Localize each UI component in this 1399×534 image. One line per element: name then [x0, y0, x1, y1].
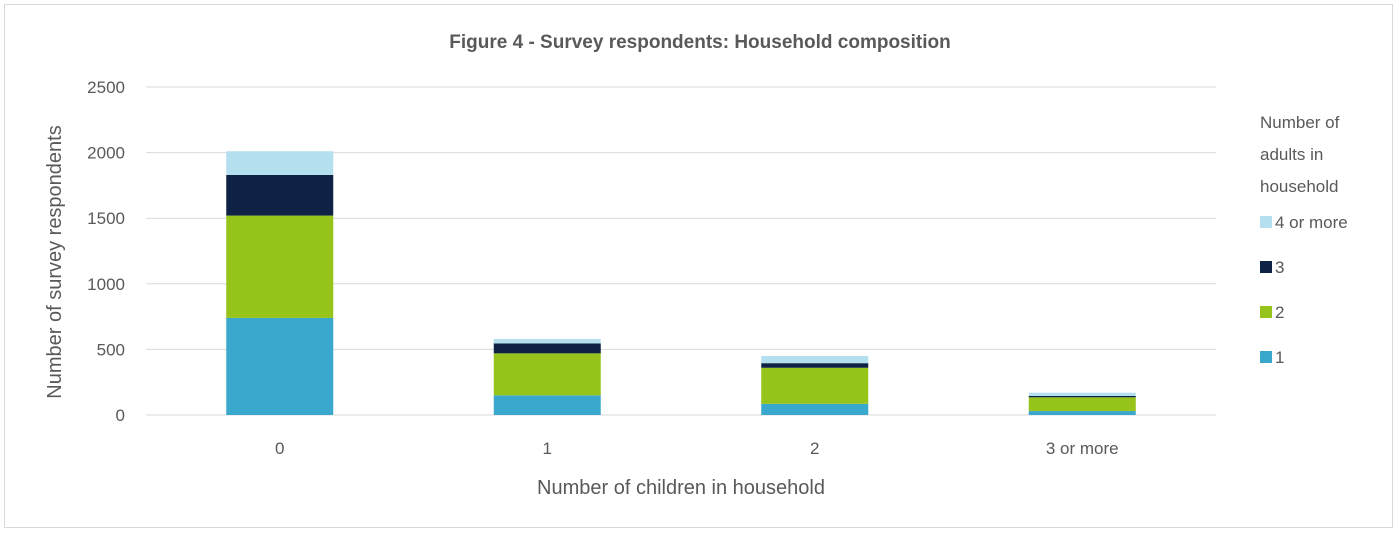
legend-swatch-2: [1260, 306, 1272, 318]
bar-segment-3-cat-2: [761, 363, 869, 368]
legend-title-line: household: [1260, 177, 1338, 196]
chart-title: Figure 4 - Survey respondents: Household…: [449, 32, 950, 53]
x-axis-ticks: 0 1 2 3 or more: [275, 439, 1119, 458]
bar-segment-1-cat-3: [1028, 411, 1136, 415]
x-tick-label: 1: [543, 439, 552, 458]
bar-segment-4-or-more-cat-1: [493, 338, 601, 344]
legend-label: 4 or more: [1275, 213, 1348, 232]
legend-label: 2: [1275, 303, 1284, 322]
y-axis-ticks: 0 500 1000 1500 2000 2500: [87, 78, 125, 425]
y-tick-label: 0: [116, 406, 125, 425]
legend: Number of adults in household 4 or more 3 2 1: [1260, 113, 1348, 367]
x-tick-label: 3 or more: [1046, 439, 1119, 458]
legend-title-line: Number of: [1260, 113, 1340, 132]
y-tick-label: 1000: [87, 275, 125, 294]
bar-segment-2-cat-1: [493, 353, 601, 396]
y-tick-label: 2000: [87, 144, 125, 163]
legend-label: 1: [1275, 348, 1284, 367]
bar-segment-2-cat-3: [1028, 397, 1136, 412]
y-tick-label: 1500: [87, 209, 125, 228]
bar-segment-2-cat-0: [226, 215, 334, 318]
legend-title-line: adults in: [1260, 145, 1323, 164]
bar-segment-3-cat-0: [226, 174, 334, 216]
legend-swatch-3: [1260, 261, 1272, 273]
bar-segment-2-cat-2: [761, 367, 869, 404]
x-tick-label: 0: [275, 439, 284, 458]
legend-swatch-4-or-more: [1260, 216, 1272, 228]
bars: [226, 151, 1136, 415]
bar-segment-4-or-more-cat-3: [1028, 392, 1136, 396]
y-tick-label: 500: [97, 340, 125, 359]
bar-segment-4-or-more-cat-2: [761, 355, 869, 364]
bar-segment-4-or-more-cat-0: [226, 151, 334, 175]
y-tick-label: 2500: [87, 78, 125, 97]
bar-segment-3-cat-1: [493, 343, 601, 354]
bar-segment-1-cat-0: [226, 317, 334, 415]
legend-label: 3: [1275, 258, 1284, 277]
x-tick-label: 2: [810, 439, 819, 458]
bar-segment-1-cat-2: [761, 403, 869, 415]
x-axis-title: Number of children in household: [537, 477, 825, 499]
bar-segment-1-cat-1: [493, 395, 601, 415]
legend-swatch-1: [1260, 351, 1272, 363]
y-axis-title: Number of survey respondents: [44, 125, 66, 398]
bar-segment-3-cat-3: [1028, 395, 1136, 398]
